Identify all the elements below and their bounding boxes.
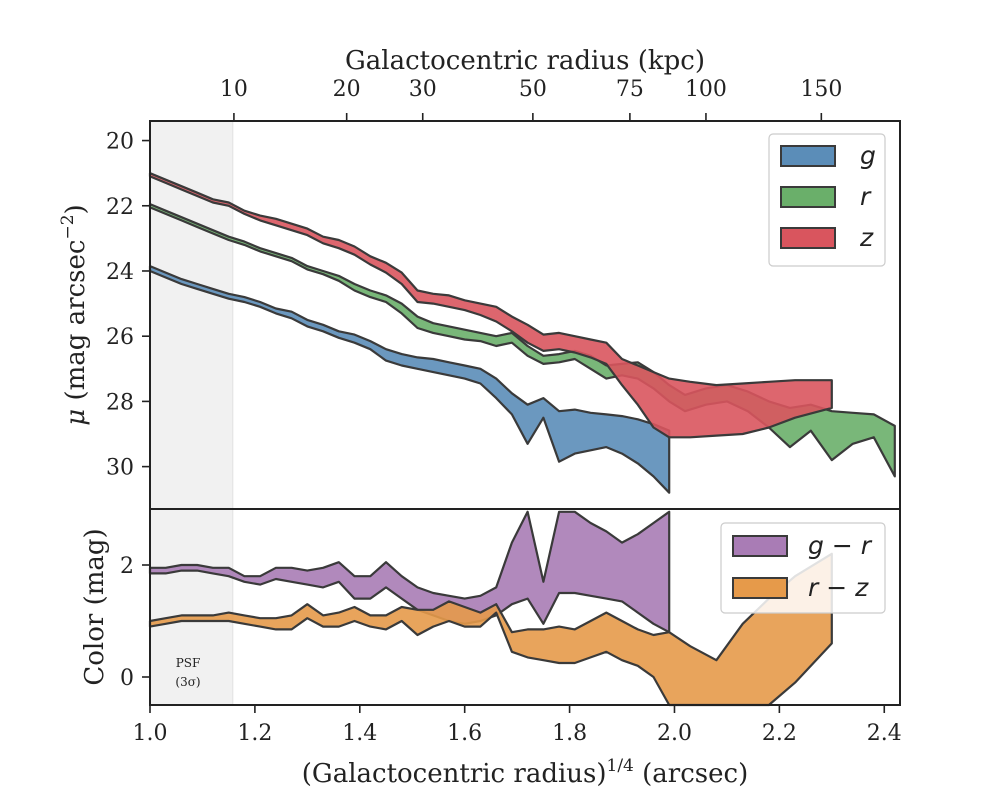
top-tick-label-150: 150 — [800, 77, 842, 102]
y-tick-label-28: 28 — [106, 390, 134, 415]
x-tick-label-1.2: 1.2 — [237, 721, 272, 746]
band-r — [148, 203, 896, 478]
y-tick-label-24: 24 — [106, 260, 134, 285]
main-panel-marks — [148, 172, 896, 494]
top-tick-label-50: 50 — [519, 77, 547, 102]
x-tick-label-2.2: 2.2 — [762, 721, 797, 746]
top-axis-label: Galactocentric radius (kpc) — [345, 46, 705, 76]
legend-swatch-r-z — [732, 577, 788, 599]
y-tick-label-20: 20 — [106, 130, 134, 155]
band-g — [148, 265, 671, 494]
legend-swatch-r — [780, 186, 836, 208]
legend-label-r: r — [860, 182, 872, 211]
psf-label: PSF — [176, 656, 201, 670]
top-tick-label-10: 10 — [220, 77, 248, 102]
x-tick-label-2.0: 2.0 — [657, 721, 692, 746]
legend-label-r-z: r − z — [808, 573, 869, 602]
color-panel-frame — [149, 508, 901, 706]
legend-label-g-r: g − r — [808, 531, 873, 560]
color-y-tick-label-2: 2 — [120, 554, 134, 579]
legend-swatch-g — [780, 145, 836, 167]
y-axis-label-main: μ (mag arcsec−2) — [58, 204, 91, 425]
top-tick-label-30: 30 — [409, 77, 437, 102]
band-z — [148, 172, 833, 439]
legend-label-g: g — [860, 141, 876, 170]
y-tick-label-30: 30 — [106, 456, 134, 481]
x-axis-label: (Galactocentric radius)1/4 (arcsec) — [302, 756, 748, 789]
y-axis-label-color: Color (mag) — [80, 528, 110, 685]
band-r-z — [148, 552, 833, 707]
psf-sigma-label: (3σ) — [175, 675, 200, 689]
legend-swatch-g-r — [732, 535, 788, 557]
x-tick-label-1.6: 1.6 — [447, 721, 482, 746]
y-tick-label-22: 22 — [106, 195, 134, 220]
legend-label-z: z — [859, 223, 874, 252]
legend-swatch-z — [780, 227, 836, 249]
x-tick-label-1.0: 1.0 — [133, 721, 168, 746]
top-tick-label-75: 75 — [616, 77, 644, 102]
top-tick-label-20: 20 — [333, 77, 361, 102]
psf-region — [150, 121, 233, 705]
color-y-tick-label-0: 0 — [120, 666, 134, 691]
x-tick-label-2.4: 2.4 — [867, 721, 902, 746]
main-legend: grz — [768, 133, 886, 267]
x-tick-label-1.4: 1.4 — [342, 721, 377, 746]
color-panel-marks — [148, 510, 833, 707]
axis-ticks: 1.0 1.2 1.4 1.6 1.8 2.0 2.2 2.410 20 30 50 75 100 150… — [106, 77, 902, 746]
color-legend: g − r r − z — [720, 522, 886, 614]
top-tick-label-100: 100 — [685, 77, 727, 102]
x-tick-label-1.8: 1.8 — [552, 721, 587, 746]
y-tick-label-26: 26 — [106, 325, 134, 350]
